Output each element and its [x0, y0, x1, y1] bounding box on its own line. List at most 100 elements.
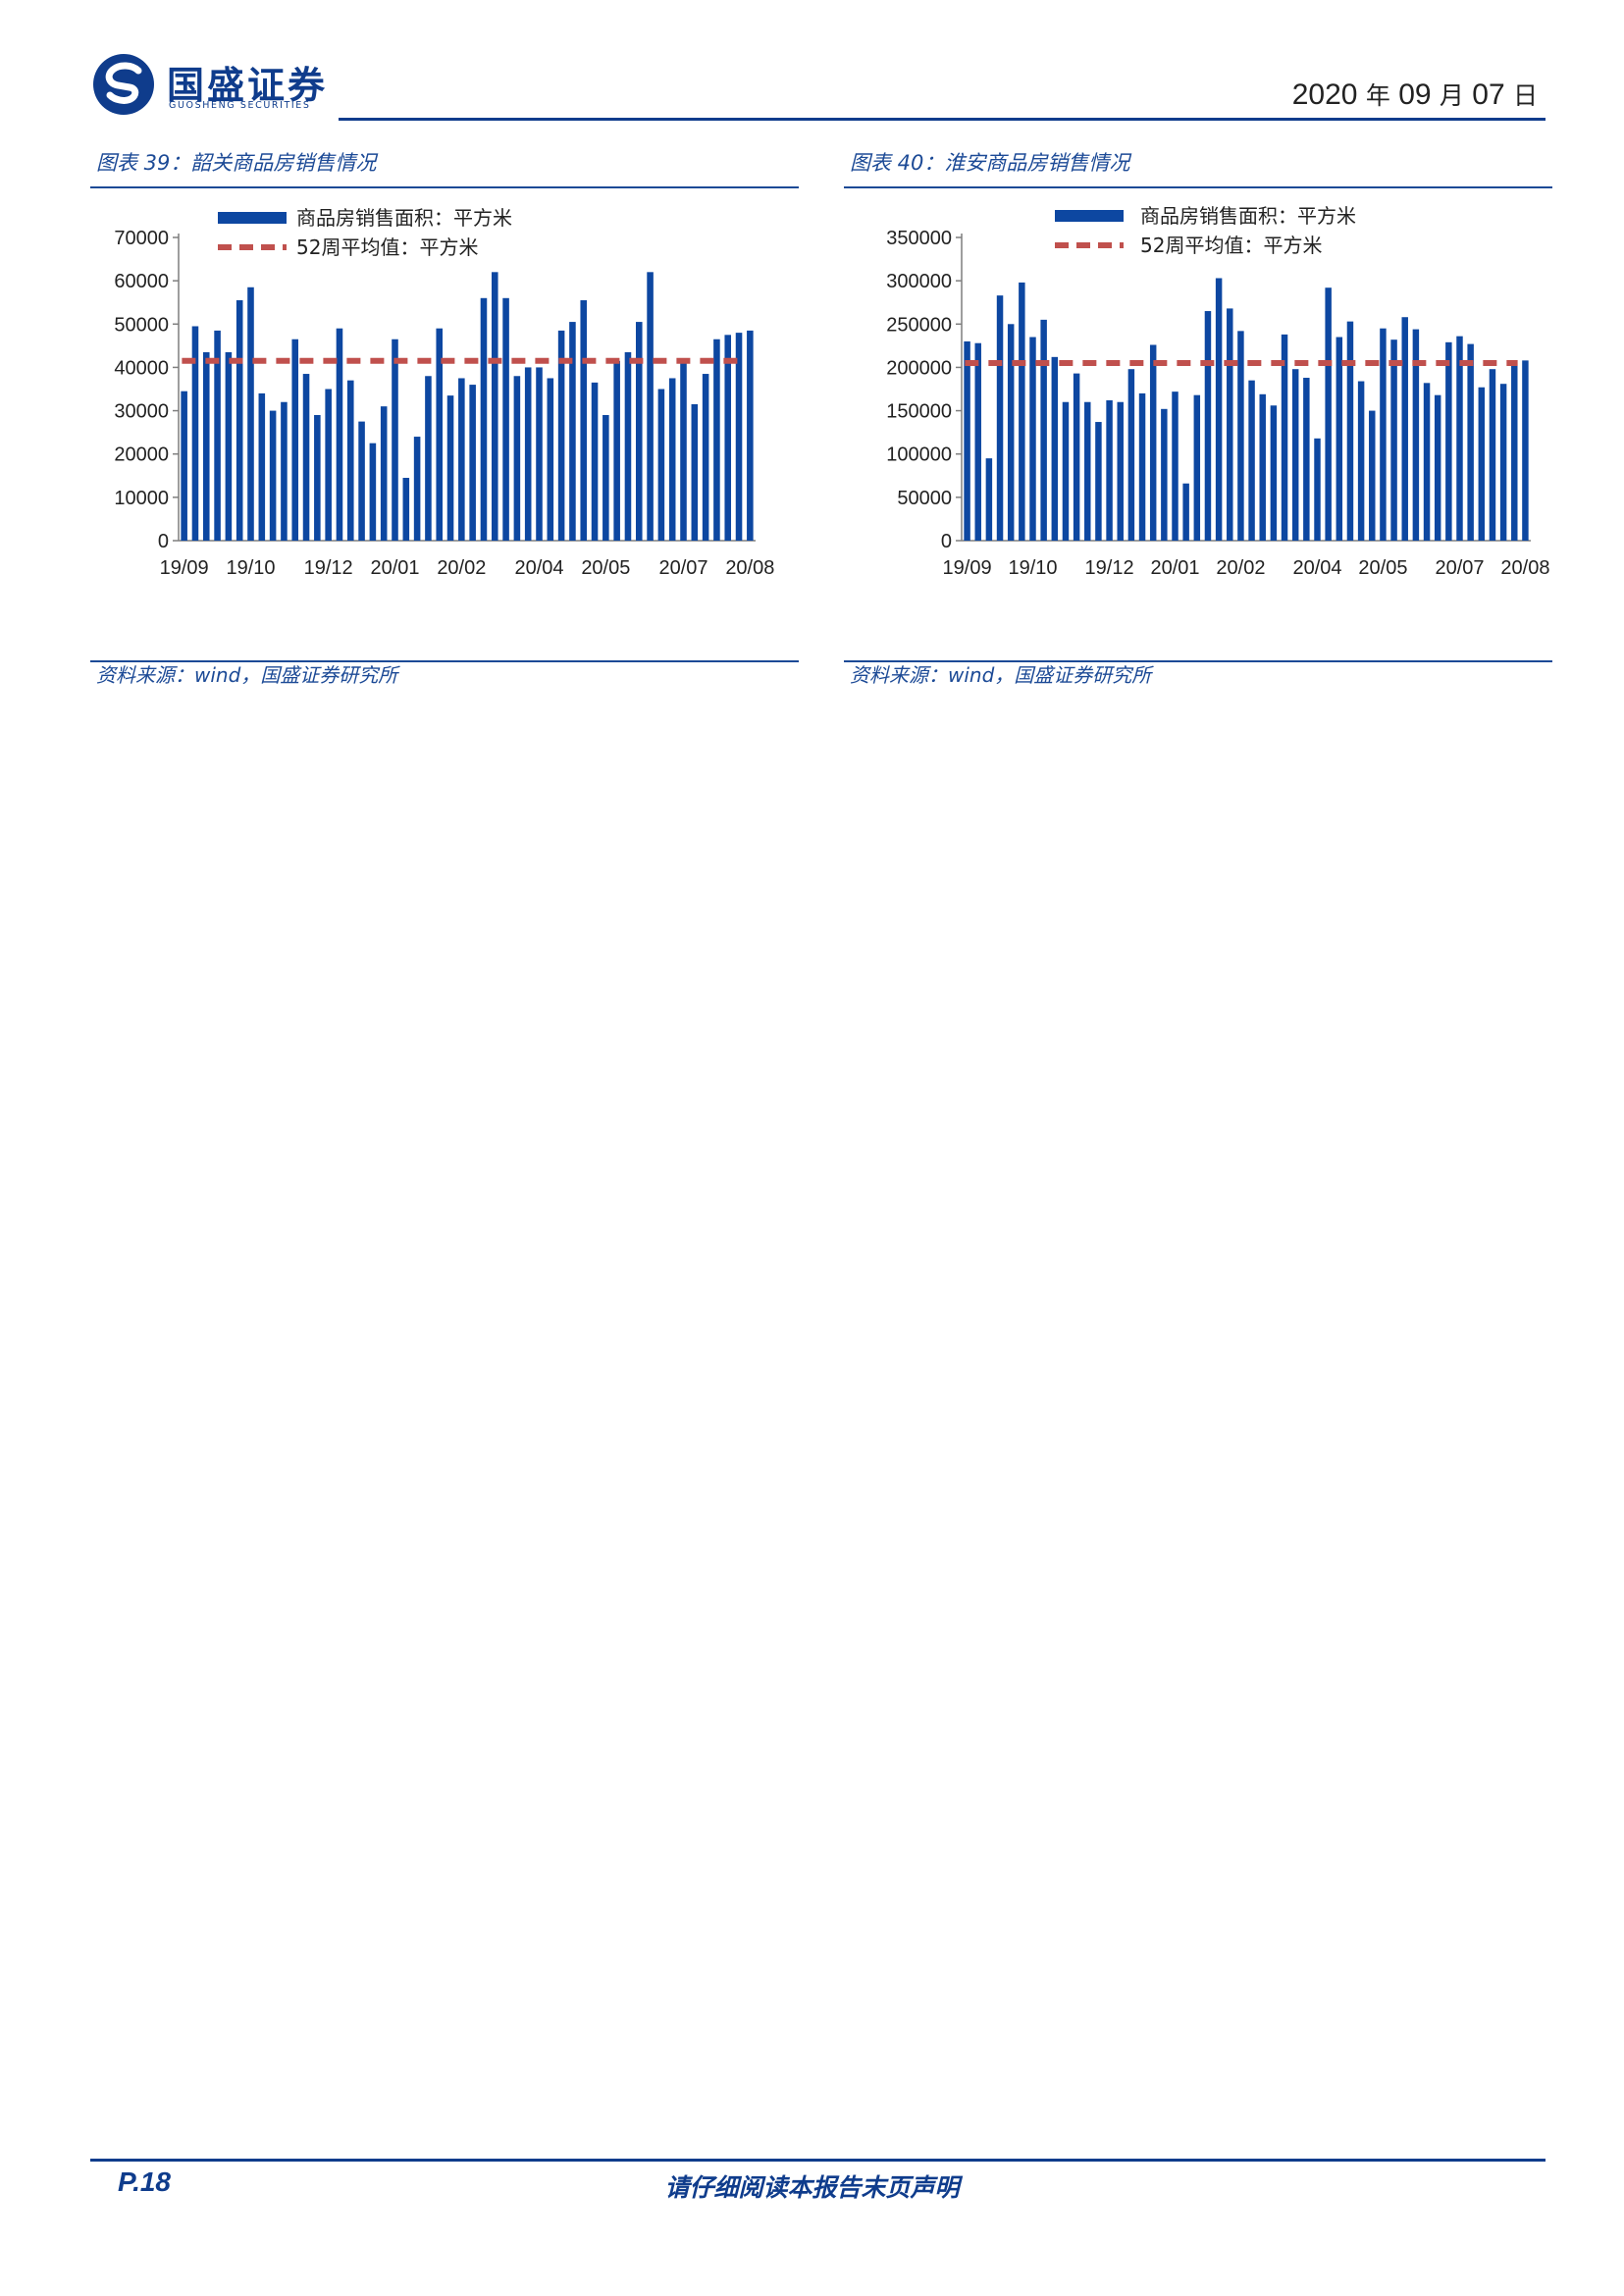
bar	[1127, 369, 1135, 541]
y-tick-label: 60000	[114, 271, 169, 292]
page-number: P.18	[118, 2166, 171, 2197]
x-tick-label: 20/02	[437, 557, 486, 579]
bar	[713, 339, 720, 541]
bar	[536, 367, 543, 541]
x-tick-label: 20/05	[1358, 557, 1407, 579]
x-tick-label: 19/12	[1085, 557, 1134, 579]
bar	[985, 458, 993, 541]
legend-swatch-bar	[1055, 210, 1124, 222]
bar	[214, 330, 221, 541]
bar	[1380, 328, 1387, 541]
x-tick-label: 20/01	[370, 557, 419, 579]
bar	[1325, 287, 1332, 541]
legend-swatch-bar	[218, 212, 287, 224]
source-divider	[90, 660, 799, 662]
title-divider	[844, 186, 1552, 188]
figure-source: 资料来源：wind，国盛证券研究所	[850, 663, 1152, 687]
bar	[413, 437, 421, 541]
x-tick-label: 20/08	[725, 557, 774, 579]
bar	[1314, 438, 1321, 541]
bar	[1456, 336, 1463, 541]
bar	[1281, 334, 1288, 541]
y-tick-label: 200000	[886, 357, 952, 379]
y-tick-label: 70000	[114, 228, 169, 249]
x-tick-label: 20/08	[1500, 557, 1549, 579]
legend-label-bar: 商品房销售面积：平方米	[1140, 204, 1356, 228]
company-logo: 国盛证券 GUOSHENG SECURITIES	[90, 51, 336, 118]
bar	[1019, 282, 1025, 541]
bar	[996, 295, 1004, 541]
bar	[1248, 380, 1255, 541]
bar	[491, 272, 498, 541]
bar	[1029, 337, 1036, 541]
bar	[1357, 381, 1365, 541]
bar	[302, 374, 310, 541]
x-tick-label: 20/07	[658, 557, 707, 579]
bar	[524, 367, 532, 541]
x-tick-label: 19/10	[1008, 557, 1057, 579]
bar	[1270, 405, 1278, 541]
bar	[1007, 324, 1015, 541]
date-day: 07	[1472, 78, 1505, 111]
bar	[657, 389, 665, 541]
bar	[1489, 369, 1496, 541]
bar	[402, 477, 410, 541]
bar	[1346, 321, 1354, 541]
x-tick-label: 20/07	[1435, 557, 1484, 579]
chart-container: 商品房销售面积：平方米 52周平均值：平方米 0 50000 100000 150000 2…	[844, 194, 1552, 648]
bar	[480, 297, 488, 541]
bar	[1161, 408, 1168, 541]
bar-chart-huaian: 商品房销售面积：平方米 52周平均值：平方米 0 50000 100000 150000 2…	[886, 204, 1549, 579]
bar	[1390, 339, 1397, 541]
y-tick-label: 300000	[886, 271, 952, 292]
bar	[1227, 308, 1233, 541]
bar	[1149, 344, 1157, 541]
bar	[380, 406, 388, 541]
bar	[1062, 401, 1070, 541]
company-name-en: GUOSHENG SECURITIES	[169, 100, 311, 111]
bar	[1434, 394, 1441, 541]
bar	[436, 328, 444, 541]
bar	[724, 335, 732, 541]
figure-title: 图表 40：淮安商品房销售情况	[850, 151, 1130, 175]
bar	[291, 339, 299, 541]
bar	[1106, 399, 1113, 541]
bar	[1138, 392, 1146, 541]
y-tick-label: 50000	[897, 488, 952, 509]
bar	[591, 382, 599, 541]
y-tick-label: 30000	[114, 401, 169, 423]
x-tick-label: 20/04	[1292, 557, 1341, 579]
bar	[502, 297, 509, 541]
bar	[269, 410, 277, 541]
x-tick-label: 19/12	[304, 557, 353, 579]
bar	[258, 392, 266, 541]
bar	[1303, 378, 1310, 541]
x-tick-label: 20/02	[1216, 557, 1265, 579]
bar	[580, 300, 588, 541]
bar	[1499, 384, 1507, 541]
bar	[1291, 369, 1299, 541]
bar	[314, 414, 321, 541]
footer-disclaimer: 请仔细阅读本报告末页声明	[664, 2173, 960, 2202]
date-year-unit: 年	[1365, 81, 1390, 110]
bar	[1204, 311, 1212, 541]
bar	[513, 376, 521, 541]
legend-label-line: 52周平均值：平方米	[1140, 234, 1322, 257]
bar	[469, 385, 476, 541]
bar	[635, 322, 643, 541]
footer-divider	[90, 2159, 1545, 2162]
bar	[1073, 373, 1080, 541]
date-year: 2020	[1291, 78, 1358, 111]
bar	[747, 330, 754, 541]
bar	[1423, 383, 1431, 541]
bar	[181, 391, 187, 541]
x-tick-label: 20/01	[1150, 557, 1199, 579]
bar	[1095, 422, 1102, 541]
bar	[680, 363, 687, 541]
bar	[225, 351, 233, 541]
bar	[1336, 337, 1343, 541]
bar	[425, 376, 432, 541]
bar	[1412, 329, 1420, 541]
bar	[964, 340, 970, 541]
figure-title: 图表 39：韶关商品房销售情况	[96, 151, 377, 175]
